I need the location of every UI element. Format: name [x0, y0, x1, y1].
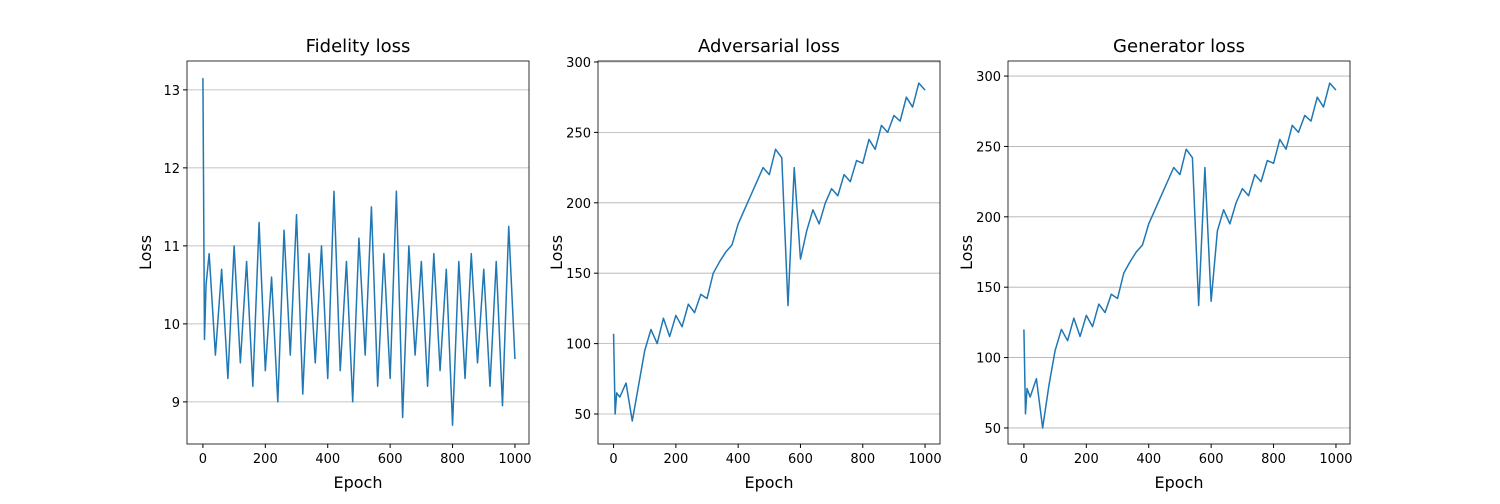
x-tick-label: 200: [663, 452, 688, 467]
x-axis-label: Epoch: [745, 473, 794, 492]
y-tick-label: 100: [566, 338, 591, 353]
x-tick-label: 400: [726, 452, 751, 467]
x-tick-label: 800: [850, 452, 875, 467]
x-tick-label: 200: [253, 452, 278, 467]
x-tick-label: 600: [788, 452, 813, 467]
chart-title: Fidelity loss: [306, 36, 411, 57]
x-axis-label: Epoch: [1155, 473, 1204, 492]
x-axis-label: Epoch: [334, 473, 383, 492]
x-tick-label: 0: [609, 452, 617, 467]
y-tick-label: 100: [976, 352, 1001, 367]
x-tick-label: 0: [199, 452, 207, 467]
y-axis-label: Loss: [136, 235, 155, 270]
x-tick-label: 1000: [909, 452, 942, 467]
y-tick-label: 250: [976, 140, 1001, 155]
x-tick-label: 600: [378, 452, 403, 467]
y-axis-label: Loss: [957, 235, 976, 270]
y-tick-label: 11: [163, 240, 180, 255]
y-tick-label: 9: [172, 396, 180, 411]
chart-title: Adversarial loss: [698, 36, 840, 57]
y-tick-label: 200: [566, 197, 591, 212]
y-tick-label: 13: [163, 84, 180, 99]
chart-title: Generator loss: [1113, 36, 1245, 57]
y-tick-label: 150: [976, 281, 1001, 296]
x-tick-label: 1000: [498, 452, 531, 467]
y-tick-label: 300: [566, 56, 591, 71]
y-axis-label: Loss: [547, 235, 566, 270]
y-tick-label: 150: [566, 267, 591, 282]
x-tick-label: 800: [1261, 452, 1286, 467]
x-tick-label: 600: [1199, 452, 1224, 467]
loss-line: [1023, 82, 1337, 429]
x-tick-label: 400: [1136, 452, 1161, 467]
x-tick-label: 1000: [1319, 452, 1352, 467]
y-tick-label: 200: [976, 211, 1001, 226]
y-tick-label: 50: [574, 408, 591, 423]
axes-frame: [186, 60, 530, 445]
y-tick-label: 10: [163, 318, 180, 333]
loss-line: [202, 78, 516, 427]
loss-line: [612, 82, 926, 422]
y-tick-label: 250: [566, 126, 591, 141]
x-tick-label: 200: [1074, 452, 1099, 467]
x-tick-label: 800: [440, 452, 465, 467]
axes-frame: [597, 60, 941, 445]
y-tick-label: 12: [163, 162, 180, 177]
x-tick-label: 400: [315, 452, 340, 467]
y-tick-label: 50: [984, 422, 1001, 437]
x-tick-label: 0: [1020, 452, 1028, 467]
axes-frame: [1007, 60, 1351, 445]
y-tick-label: 300: [976, 70, 1001, 85]
